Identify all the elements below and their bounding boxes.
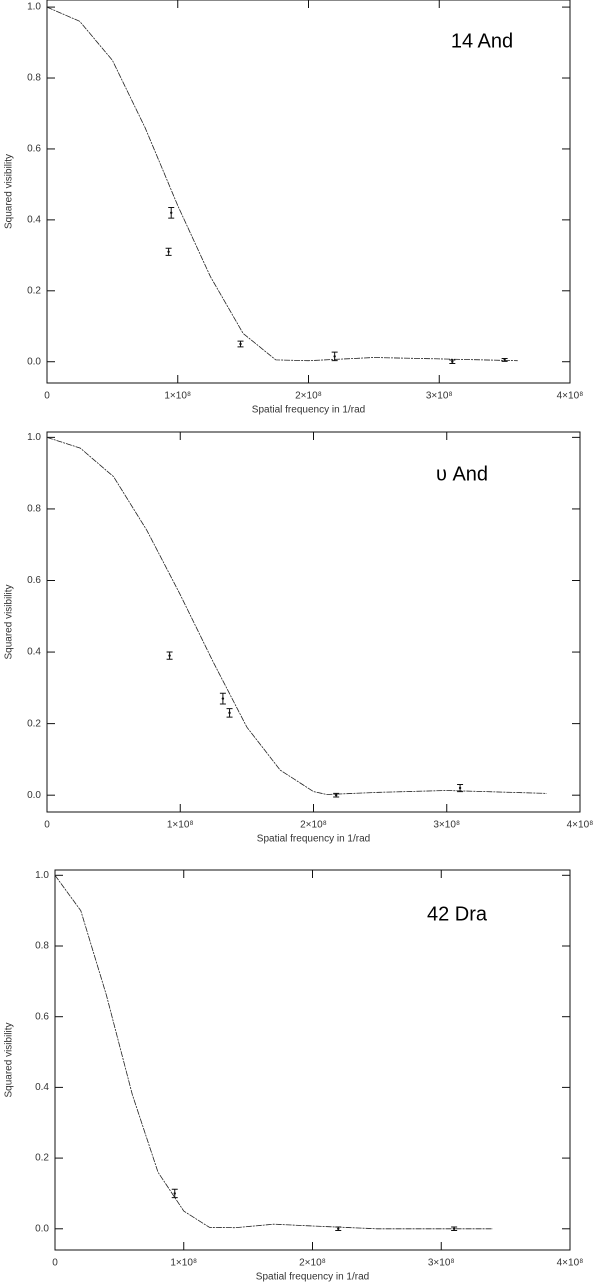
y-axis-label: Squared visibility [4, 154, 15, 229]
data-point [452, 1227, 456, 1230]
x-tick-label: 1×10⁸ [170, 1258, 197, 1269]
x-tick-label: 2×10⁸ [295, 391, 322, 402]
x-axis-label: Spatial frequency in 1/rad [252, 405, 365, 416]
x-tick-label: 3×10⁸ [428, 1258, 455, 1269]
plot-frame [54, 869, 571, 1251]
chart-title: υ And [436, 463, 488, 485]
y-tick-label: 0.0 [27, 790, 41, 801]
y-tick-label: 0.8 [27, 504, 41, 515]
x-tick-label: 4×10⁸ [557, 1258, 584, 1269]
data-point [503, 358, 506, 362]
y-tick-label: 0.8 [27, 73, 41, 84]
x-tick-label: 0 [44, 820, 50, 831]
x-tick-label: 3×10⁸ [433, 820, 460, 831]
x-tick-label: 2×10⁸ [299, 1258, 326, 1269]
y-tick-label: 0.0 [27, 356, 41, 367]
data-point [173, 1192, 176, 1195]
model-curve [54, 875, 493, 1230]
data-point [334, 793, 338, 797]
y-tick-label: 1.0 [27, 432, 41, 443]
x-tick-label: 1×10⁸ [164, 391, 191, 402]
data-point [239, 342, 242, 346]
x-axis-label: Spatial frequency in 1/rad [256, 1272, 369, 1283]
y-tick-label: 0.6 [35, 1011, 49, 1022]
data-point [167, 250, 170, 253]
x-axis-label: Spatial frequency in 1/rad [257, 834, 370, 845]
y-axis-label: Squared visibility [4, 584, 15, 659]
y-tick-label: 0.4 [27, 215, 41, 226]
x-tick-label: 4×10⁸ [567, 820, 594, 831]
data-point [458, 786, 462, 790]
x-tick-label: 3×10⁸ [426, 391, 453, 402]
y-tick-label: 0.8 [35, 941, 49, 952]
y-tick-label: 0.2 [35, 1153, 49, 1164]
y-axis-label: Squared visibility [4, 1022, 15, 1097]
model-curve [46, 437, 547, 795]
chart-title: 42 Dra [427, 903, 488, 925]
plot-frame [46, 431, 581, 813]
y-tick-label: 0.0 [35, 1223, 49, 1234]
y-tick-label: 0.2 [27, 718, 41, 729]
data-point [228, 711, 231, 715]
y-tick-label: 0.4 [35, 1082, 49, 1093]
data-point [221, 697, 225, 700]
model-curve [46, 6, 518, 362]
x-tick-label: 4×10⁸ [557, 391, 584, 402]
data-point [451, 360, 454, 363]
y-tick-label: 0.4 [27, 647, 41, 658]
y-tick-label: 1.0 [35, 870, 49, 881]
x-tick-label: 0 [44, 391, 50, 402]
x-tick-label: 0 [52, 1258, 58, 1269]
data-point [170, 211, 173, 214]
x-tick-label: 1×10⁸ [167, 820, 194, 831]
plot-frame [46, 0, 571, 384]
y-tick-label: 0.6 [27, 575, 41, 586]
y-tick-label: 0.2 [27, 285, 41, 296]
y-tick-label: 0.6 [27, 144, 41, 155]
y-tick-label: 1.0 [27, 2, 41, 13]
chart-title: 14 And [451, 30, 513, 52]
data-point [337, 1227, 340, 1230]
x-tick-label: 2×10⁸ [300, 820, 327, 831]
data-point [168, 654, 171, 657]
data-point [333, 355, 336, 358]
